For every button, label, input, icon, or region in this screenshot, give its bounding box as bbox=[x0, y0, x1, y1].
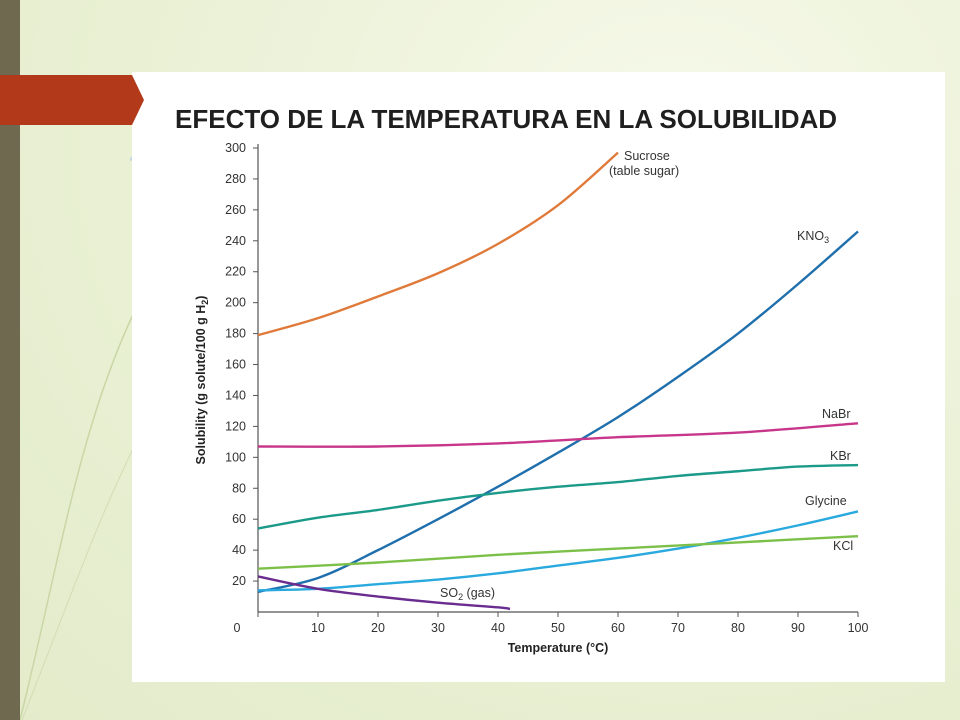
x-tick-label: 70 bbox=[671, 621, 685, 635]
series-label-sucrose: Sucrose bbox=[624, 149, 670, 163]
y-tick-label: 60 bbox=[232, 512, 246, 526]
x-tick-label: 40 bbox=[491, 621, 505, 635]
x-tick-label: 60 bbox=[611, 621, 625, 635]
y-tick-label: 120 bbox=[225, 419, 246, 433]
y-tick-label: 220 bbox=[225, 265, 246, 279]
y-tick-label: 260 bbox=[225, 203, 246, 217]
x-tick-label: 100 bbox=[848, 621, 869, 635]
x-tick-label: 20 bbox=[371, 621, 385, 635]
x-axis-title: Temperature (°C) bbox=[508, 641, 609, 655]
left-accent-bar bbox=[0, 0, 20, 720]
series-label-kno3: KNO3 bbox=[797, 229, 829, 245]
chart-series-labels: Sucrose(table sugar) KNO3 NaBr KBr Glycine KC… bbox=[440, 149, 853, 602]
y-tick-label: 280 bbox=[225, 172, 246, 186]
series-label-kcl: KCl bbox=[833, 539, 853, 553]
series-line-kbr bbox=[257, 463, 859, 530]
series-line-sucrose bbox=[257, 151, 619, 337]
slide-title: EFECTO DE LA TEMPERATURA EN LA SOLUBILID… bbox=[175, 104, 838, 134]
series-line-glycine bbox=[257, 510, 859, 592]
y-axis-title: Solubility (g solute/100 g H2) bbox=[194, 296, 210, 465]
series-line-nabr bbox=[257, 422, 859, 448]
y-tick-label: 80 bbox=[232, 481, 246, 495]
y-tick-label: 180 bbox=[225, 327, 246, 341]
y-tick-label: 240 bbox=[225, 234, 246, 248]
y-tick-label: 100 bbox=[225, 450, 246, 464]
series-line-kno3 bbox=[257, 230, 859, 594]
series-label-glycine: Glycine bbox=[805, 494, 847, 508]
x-tick-label: 10 bbox=[311, 621, 325, 635]
y-tick-label: 140 bbox=[225, 388, 246, 402]
x-tick-label: 30 bbox=[431, 621, 445, 635]
series-line-kcl bbox=[257, 535, 859, 570]
series-label-nabr: NaBr bbox=[822, 407, 850, 421]
origin-tick-label: 0 bbox=[234, 621, 241, 635]
y-tick-label: 40 bbox=[232, 543, 246, 557]
chart-axes: 2040608010012014016018020022024026028030… bbox=[225, 141, 868, 635]
x-tick-label: 80 bbox=[731, 621, 745, 635]
x-tick-label: 90 bbox=[791, 621, 805, 635]
series-label-so2-gas: SO2 (gas) bbox=[440, 586, 495, 602]
series-label-kbr: KBr bbox=[830, 449, 851, 463]
series-line-so2-gas bbox=[257, 575, 511, 611]
chart-series bbox=[257, 151, 859, 611]
x-tick-label: 50 bbox=[551, 621, 565, 635]
y-tick-label: 300 bbox=[225, 141, 246, 155]
series-sublabel-sucrose: (table sugar) bbox=[609, 164, 679, 178]
title-tab-accent bbox=[0, 75, 144, 125]
y-tick-label: 200 bbox=[225, 296, 246, 310]
chart-card bbox=[132, 72, 945, 682]
y-tick-label: 20 bbox=[232, 574, 246, 588]
y-tick-label: 160 bbox=[225, 358, 246, 372]
